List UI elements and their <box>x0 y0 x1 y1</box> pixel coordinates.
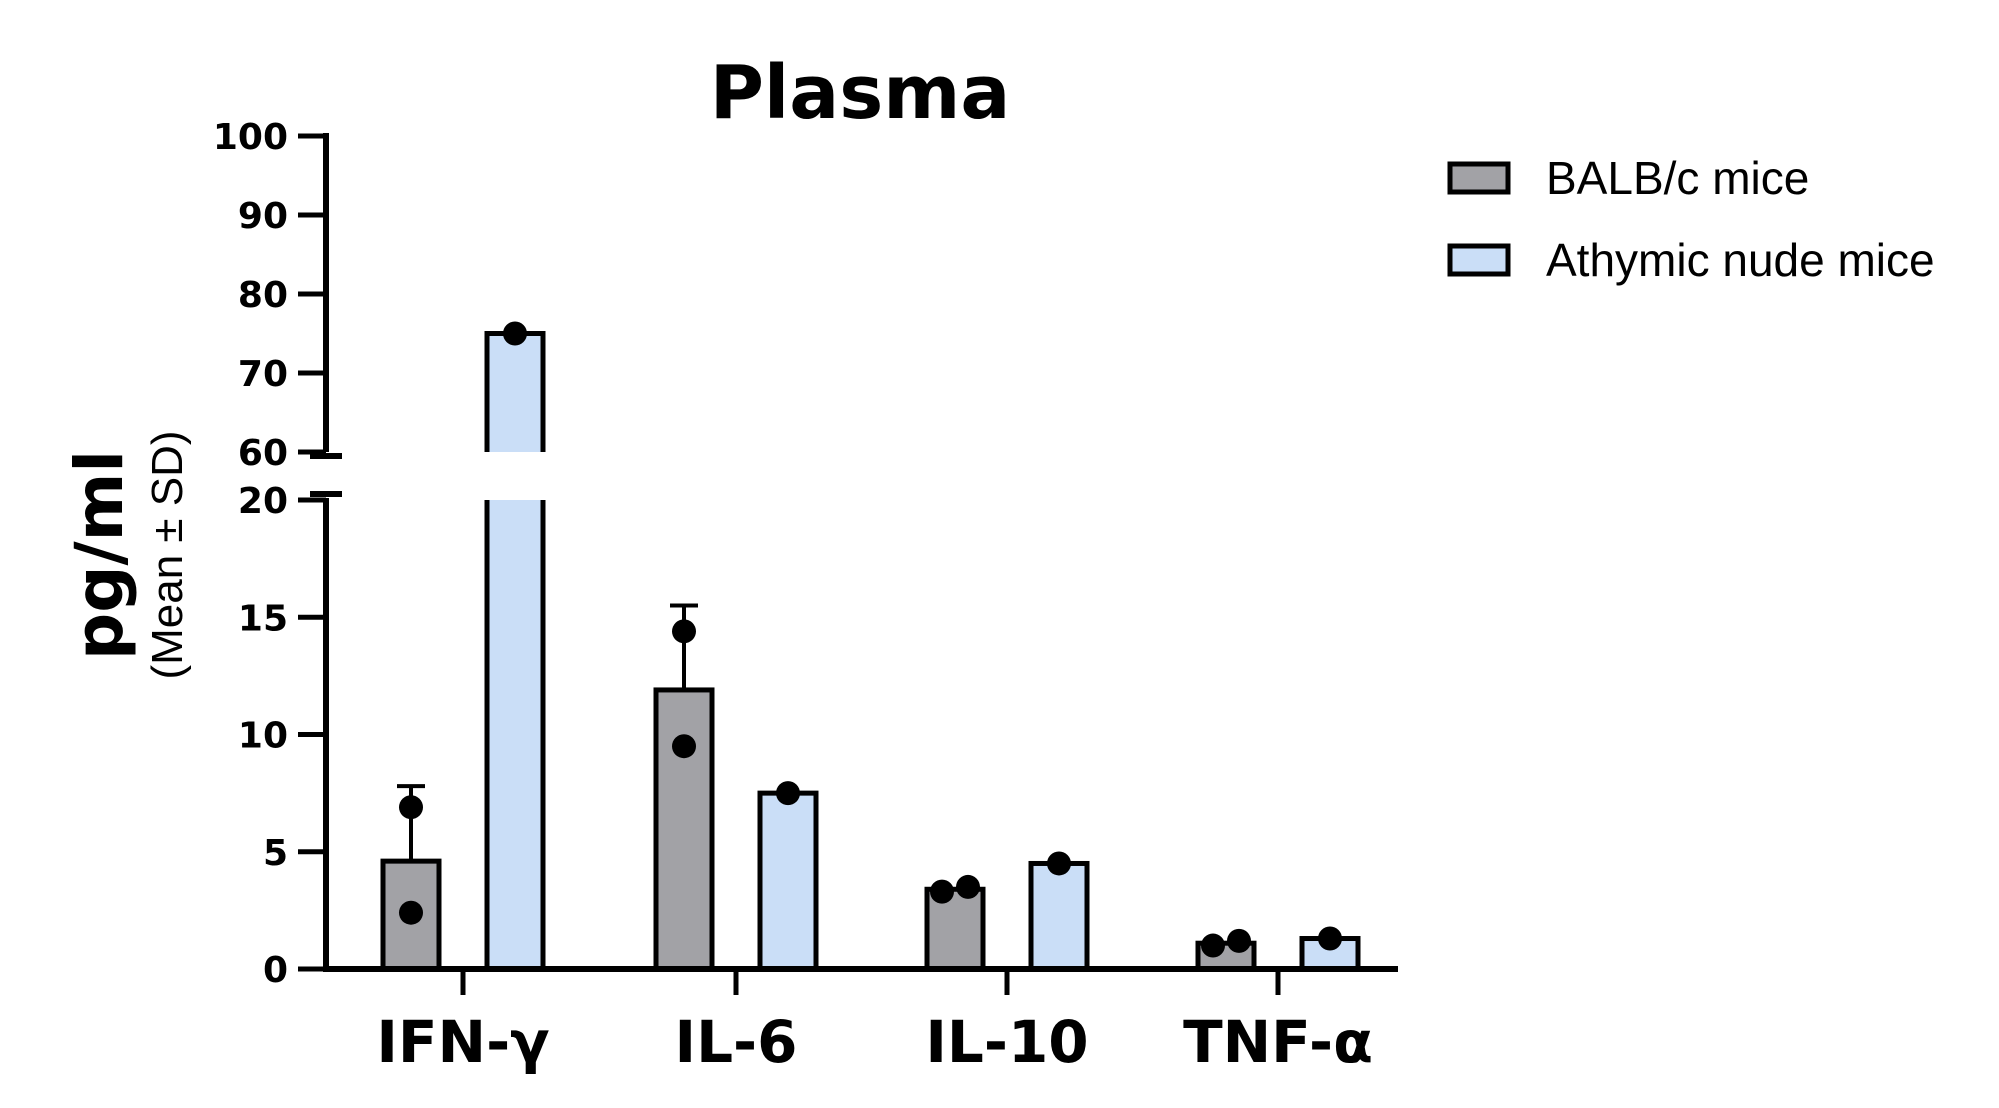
data-point-1-0-0 <box>503 321 527 346</box>
x-categories-layer: IFN-γ IL-6 IL-10 TNF-α <box>376 969 1373 1076</box>
data-point-0-1-1 <box>672 734 696 759</box>
data-point-1-1-0 <box>776 781 800 806</box>
data-point-1-3-0 <box>1318 926 1342 951</box>
data-point-0-3-1 <box>1227 928 1251 953</box>
data-point-0-1-0 <box>672 619 696 644</box>
y-ticks-layer: 0 5 10 15 20 60 70 80 90 100 <box>213 117 326 991</box>
y-tick-label-lower-1: 5 <box>263 833 288 874</box>
bar-1-1 <box>757 790 819 972</box>
data-point-0-0-0 <box>399 795 423 820</box>
x-category-label-1: IL-6 <box>675 1008 798 1076</box>
data-point-0-3-0 <box>1201 933 1225 958</box>
bar-1-0-lower <box>487 500 543 969</box>
x-category-label-3: TNF-α <box>1183 1008 1373 1076</box>
y-tick-label-lower-0: 0 <box>263 950 288 991</box>
legend-label-1: Athymic nude mice <box>1546 234 1935 286</box>
legend-swatch-1 <box>1447 243 1511 277</box>
bar-1-2 <box>1028 860 1090 972</box>
data-point-0-0-1 <box>399 900 423 925</box>
data-point-0-2-1 <box>956 874 980 899</box>
y-axis-subtitle: (Mean ± SD) <box>143 430 192 679</box>
error-bars-layer <box>397 603 698 862</box>
axes-layer <box>310 133 1398 972</box>
legend: BALB/c mice Athymic nude mice <box>1447 152 1935 286</box>
x-category-label-2: IL-10 <box>925 1008 1088 1076</box>
x-category-label-0: IFN-γ <box>376 1008 549 1076</box>
data-point-1-2-0 <box>1047 851 1071 876</box>
y-axis-label: pg/ml (Mean ± SD) <box>61 430 192 679</box>
data-points-layer <box>399 321 1342 958</box>
legend-label-0: BALB/c mice <box>1546 152 1809 204</box>
bar-1-0-lower-edges <box>484 500 546 969</box>
bar-0-1 <box>653 687 715 972</box>
y-tick-label-upper-4: 100 <box>213 117 288 158</box>
y-tick-label-upper-2: 80 <box>238 275 288 316</box>
y-tick-label-lower-2: 10 <box>238 716 288 757</box>
data-point-0-2-0 <box>930 879 954 904</box>
y-tick-label-upper-0: 60 <box>238 433 288 474</box>
y-axis-title: pg/ml <box>61 450 138 660</box>
y-tick-label-upper-3: 90 <box>238 196 288 237</box>
legend-swatch-0 <box>1447 161 1511 195</box>
y-tick-label-lower-4: 20 <box>238 481 288 522</box>
bar-1-0-upper <box>487 333 543 452</box>
y-tick-label-upper-1: 70 <box>238 354 288 395</box>
chart-title: Plasma <box>710 50 1011 136</box>
bars-layer <box>380 331 1361 972</box>
y-tick-label-lower-3: 15 <box>238 598 288 639</box>
